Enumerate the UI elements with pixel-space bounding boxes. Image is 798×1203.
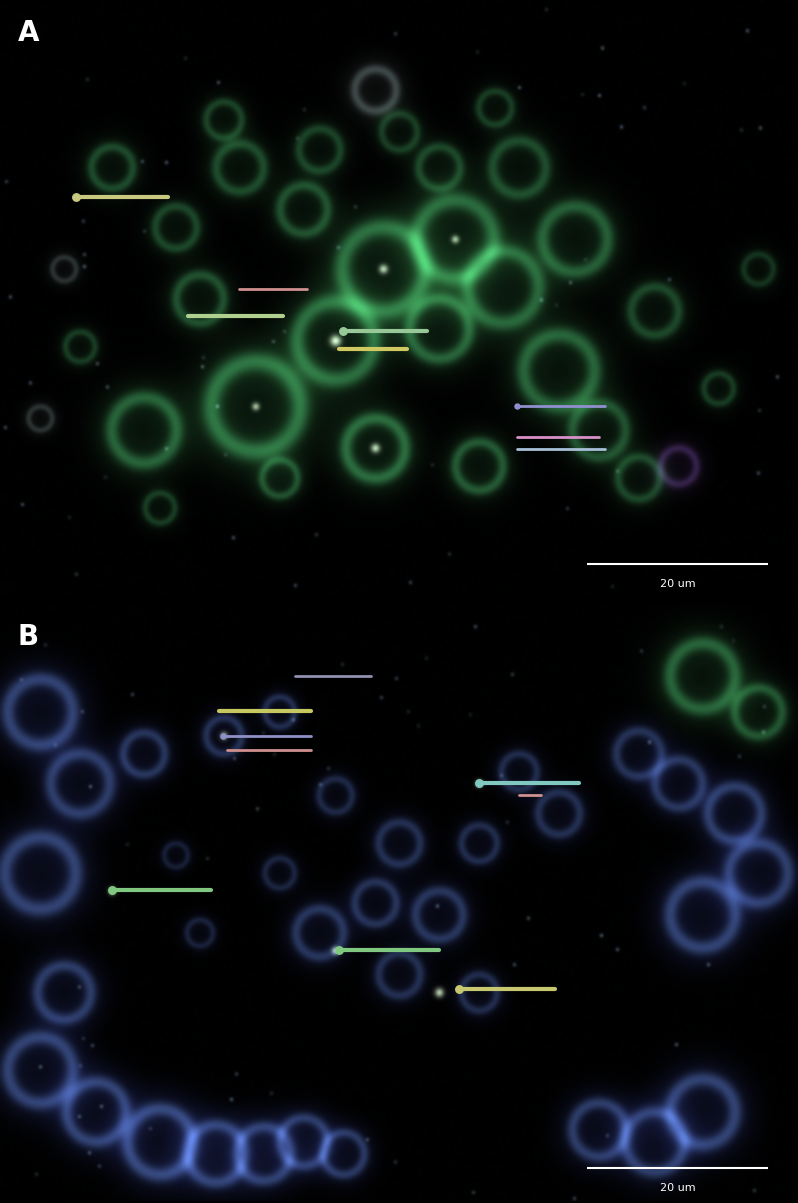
- Text: 20 um: 20 um: [660, 1183, 695, 1192]
- Text: B: B: [18, 623, 38, 651]
- Text: A: A: [18, 19, 39, 47]
- Text: 20 um: 20 um: [660, 579, 695, 588]
